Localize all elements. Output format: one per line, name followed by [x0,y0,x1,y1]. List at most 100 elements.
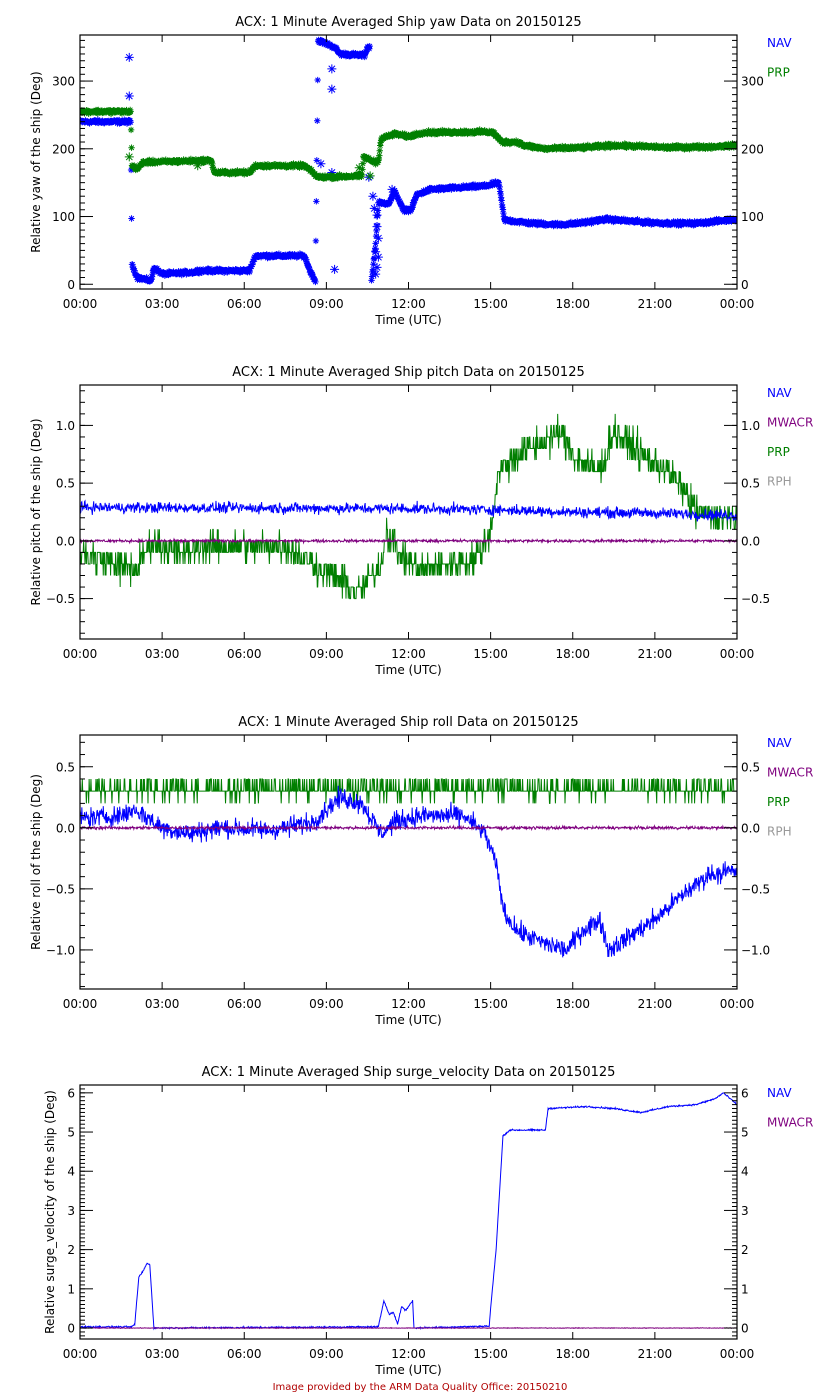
series-nav [80,499,737,522]
y-tick-label-right: 0 [741,278,749,292]
plot-area [80,1092,737,1331]
legend-prp: PRP [767,445,790,459]
x-tick-label: 03:00 [145,647,180,661]
y-tick-label-right: 4 [741,1165,749,1179]
plot-frame [79,734,738,990]
y-tick-label-right: 1 [741,1282,749,1296]
y-tick-label: 300 [52,75,75,89]
series-prp [80,778,737,804]
series-mwacr [80,537,737,545]
y-tick-label: 5 [67,1126,75,1140]
y-tick-label: −0.5 [46,592,75,606]
plot-area [80,778,737,958]
y-tick-label: 200 [52,142,75,156]
plot-area [80,36,737,286]
legend-mwacr: MWACR [767,416,813,430]
x-tick-label: 03:00 [145,997,180,1011]
y-tick-label: 0.0 [56,821,75,835]
x-tick-label: 15:00 [473,297,508,311]
outlier-marker [124,52,134,62]
y-tick-label-right: 300 [741,75,764,89]
series-prp-markers [80,106,737,183]
x-tick-label: 00:00 [720,297,755,311]
x-tick-label: 15:00 [473,647,508,661]
chart-title: ACX: 1 Minute Averaged Ship surge_veloci… [202,1065,616,1080]
x-tick-label: 12:00 [391,647,426,661]
y-tick-label-right: 2 [741,1243,749,1257]
y-axis-label: Relative roll of the ship (Deg) [29,774,43,950]
outlier-marker [327,64,337,74]
x-tick-label: 09:00 [309,1347,344,1361]
series-mwacr [80,824,737,832]
y-axis-label: Relative surge_velocity of the ship (Deg… [43,1090,57,1334]
y-tick-label: 4 [67,1165,75,1179]
x-axis-label: Time (UTC) [374,1363,441,1377]
outlier-marker [387,184,397,194]
series-prp-line [80,778,737,804]
outlier-marker [193,161,203,171]
y-axis-label: Relative yaw of the ship (Deg) [29,71,43,252]
series-mwacr-line [80,537,737,545]
y-tick-label-right: 3 [741,1204,749,1218]
y-tick-label-right: 5 [741,1126,749,1140]
y-tick-label: −1.0 [46,943,75,957]
x-tick-label: 00:00 [63,297,98,311]
outlier-marker [354,163,364,173]
y-tick-label: 100 [52,210,75,224]
legend-nav: NAV [767,36,792,50]
y-tick-label: −0.5 [46,882,75,896]
x-tick-label: 00:00 [63,647,98,661]
y-tick-label-right: 0 [741,1322,749,1336]
x-tick-label: 09:00 [309,647,344,661]
legend-mwacr: MWACR [767,1116,813,1130]
y-tick-label: 1.0 [56,419,75,433]
x-tick-label: 03:00 [145,297,180,311]
series-mwacr-line [80,1326,737,1330]
outlier-marker [371,247,381,257]
x-tick-label: 12:00 [391,297,426,311]
series-nav-line [80,1092,737,1331]
y-tick-label-right: −1.0 [741,943,770,957]
x-tick-label: 03:00 [145,1347,180,1361]
y-tick-label-right: 0.0 [741,821,760,835]
outlier-marker [124,91,134,101]
outlier-marker [371,269,381,279]
series-nav [80,785,737,958]
y-tick-label: 0 [67,278,75,292]
x-tick-label: 21:00 [638,997,673,1011]
outlier-marker [373,252,383,262]
x-tick-label: 18:00 [555,647,590,661]
legend-nav: NAV [767,736,792,750]
x-axis-label: Time (UTC) [374,313,441,327]
y-tick-label: 0.0 [56,534,75,548]
chart-title: ACX: 1 Minute Averaged Ship yaw Data on … [235,15,581,30]
x-tick-label: 18:00 [555,1347,590,1361]
chart-panel-3: ACX: 1 Minute Averaged Ship roll Data on… [29,715,813,1027]
outlier-marker [330,264,340,274]
x-tick-label: 12:00 [391,1347,426,1361]
y-tick-label: 0.5 [56,477,75,491]
legend-prp: PRP [767,795,790,809]
legend-prp: PRP [767,66,790,80]
legend-rph: RPH [767,475,792,489]
legend-nav: NAV [767,1086,792,1100]
x-tick-label: 00:00 [720,997,755,1011]
x-tick-label: 06:00 [227,647,262,661]
y-tick-label-right: 6 [741,1086,749,1100]
x-tick-label: 12:00 [391,997,426,1011]
x-tick-label: 00:00 [63,1347,98,1361]
series-nav-markers [80,36,737,286]
x-tick-label: 06:00 [227,1347,262,1361]
x-tick-label: 00:00 [720,647,755,661]
x-tick-label: 00:00 [63,997,98,1011]
series-mwacr-line [80,824,737,832]
series-nav [80,1092,737,1331]
y-tick-label-right: 200 [741,142,764,156]
x-tick-label: 09:00 [309,297,344,311]
x-axis-label: Time (UTC) [374,663,441,677]
plot-frame [79,1084,738,1340]
y-tick-label-right: 100 [741,210,764,224]
legend-nav: NAV [767,386,792,400]
chart-panel-4: ACX: 1 Minute Averaged Ship surge_veloci… [43,1065,813,1377]
series-mwacr [80,1326,737,1330]
